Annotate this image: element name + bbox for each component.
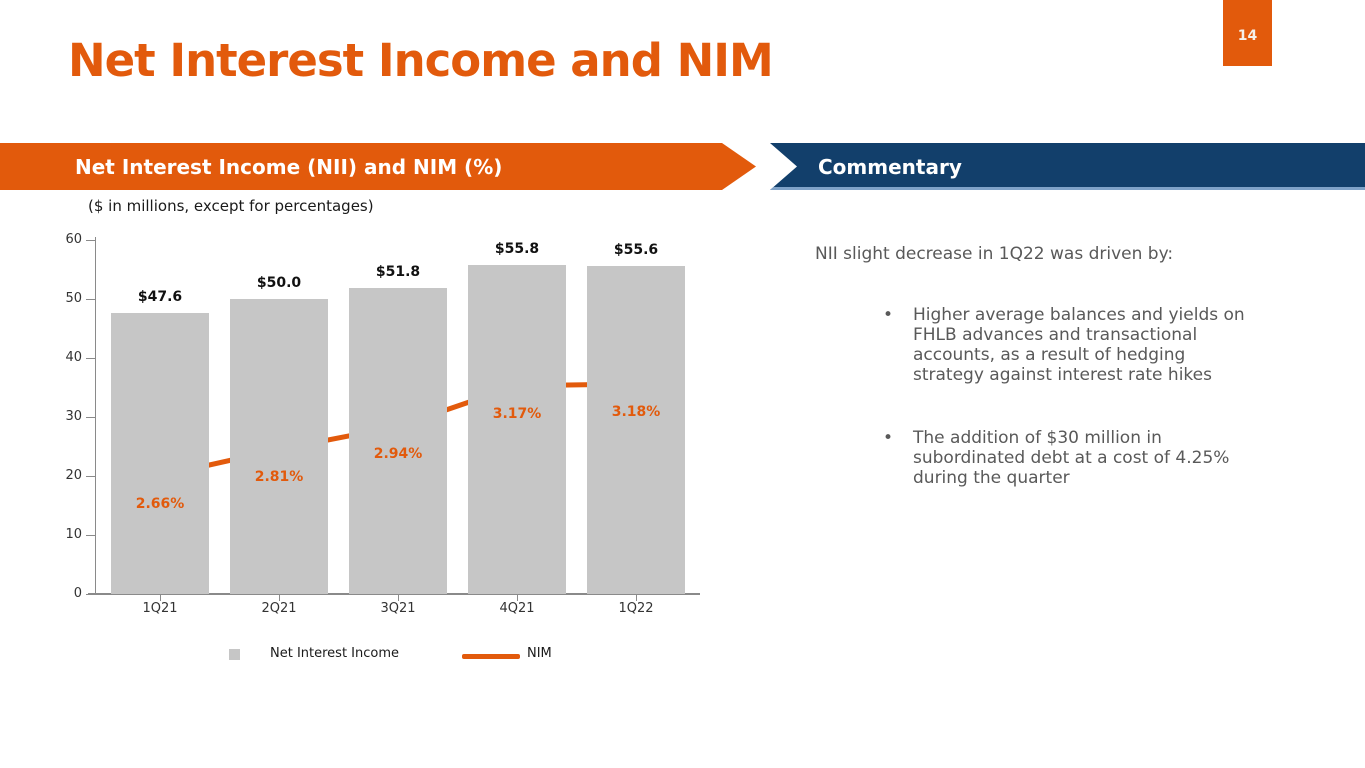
commentary-bullet-2-text: The addition of $30 million in subordina… bbox=[913, 428, 1230, 488]
bar-1Q21 bbox=[111, 313, 209, 594]
commentary-bullet-1-text: Higher average balances and yields on FH… bbox=[913, 305, 1245, 385]
nii-legend-swatch-icon bbox=[229, 649, 240, 660]
x-tick-mark bbox=[517, 595, 518, 601]
commentary-heading: NII slight decrease in 1Q22 was driven b… bbox=[815, 244, 1174, 264]
x-axis-label: 4Q21 bbox=[499, 601, 535, 616]
nim-point-label: 2.66% bbox=[135, 496, 185, 512]
nim-legend-label: NIM bbox=[527, 646, 552, 661]
x-tick-mark bbox=[279, 595, 280, 601]
y-axis-line bbox=[95, 237, 96, 594]
bullet-icon: • bbox=[883, 428, 894, 448]
commentary-section-banner: Commentary bbox=[770, 143, 1365, 190]
y-tick-label: 40 bbox=[65, 350, 82, 365]
y-tick-mark bbox=[86, 594, 95, 595]
x-axis-label: 1Q21 bbox=[142, 601, 178, 616]
commentary-bullet-2: • The addition of $30 million in subordi… bbox=[815, 428, 1295, 488]
y-tick-mark bbox=[86, 535, 95, 536]
x-tick-mark bbox=[398, 595, 399, 601]
y-tick-mark bbox=[86, 240, 95, 241]
nim-legend-swatch-icon bbox=[462, 654, 520, 659]
page-number-badge: 14 bbox=[1223, 0, 1272, 66]
bar-value-label: $55.6 bbox=[613, 241, 659, 258]
nim-point-label: 3.18% bbox=[611, 403, 661, 420]
x-axis-label: 3Q21 bbox=[380, 601, 416, 616]
page-number: 14 bbox=[1237, 28, 1258, 44]
commentary-bullet-1: • Higher average balances and yields on … bbox=[815, 305, 1295, 385]
y-tick-label: 50 bbox=[65, 291, 82, 306]
nim-point-label: 2.81% bbox=[254, 469, 304, 486]
chart-units-note: ($ in millions, except for percentages) bbox=[88, 197, 374, 215]
x-tick-mark bbox=[636, 595, 637, 601]
y-tick-label: 0 bbox=[73, 586, 82, 601]
y-tick-mark bbox=[86, 476, 95, 477]
bar-value-label: $47.6 bbox=[137, 289, 183, 306]
page-title: Net Interest Income and NIM bbox=[68, 34, 774, 87]
y-tick-mark bbox=[86, 299, 95, 300]
x-axis-label: 2Q21 bbox=[261, 601, 297, 616]
x-axis-label: 1Q22 bbox=[618, 601, 654, 616]
commentary-section-banner-label: Commentary bbox=[818, 154, 962, 179]
bar-value-label: $55.8 bbox=[494, 240, 540, 257]
bar-1Q22 bbox=[587, 265, 685, 594]
y-tick-mark bbox=[86, 358, 95, 359]
y-tick-label: 10 bbox=[65, 527, 82, 542]
chart-section-banner-label: Net Interest Income (NII) and NIM (%) bbox=[75, 154, 503, 179]
nim-point-label: 3.17% bbox=[492, 405, 542, 422]
x-tick-mark bbox=[160, 595, 161, 601]
y-tick-label: 60 bbox=[65, 232, 82, 247]
nii-legend-label: Net Interest Income bbox=[270, 646, 400, 661]
banner-underline bbox=[770, 187, 1365, 190]
y-tick-label: 30 bbox=[65, 409, 82, 424]
y-tick-mark bbox=[86, 417, 95, 418]
x-axis-line bbox=[88, 593, 700, 595]
nim-point-label: 2.94% bbox=[373, 446, 423, 463]
bar-value-label: $51.8 bbox=[375, 264, 421, 281]
commentary-panel: NII slight decrease in 1Q22 was driven b… bbox=[815, 243, 1295, 488]
y-tick-label: 20 bbox=[65, 468, 82, 483]
bar-2Q21 bbox=[230, 299, 328, 594]
bar-value-label: $50.0 bbox=[256, 275, 302, 291]
chart-section-banner: Net Interest Income (NII) and NIM (%) bbox=[0, 143, 756, 190]
bar-4Q21 bbox=[468, 264, 566, 594]
bar-3Q21 bbox=[349, 288, 447, 594]
bullet-icon: • bbox=[883, 305, 894, 325]
